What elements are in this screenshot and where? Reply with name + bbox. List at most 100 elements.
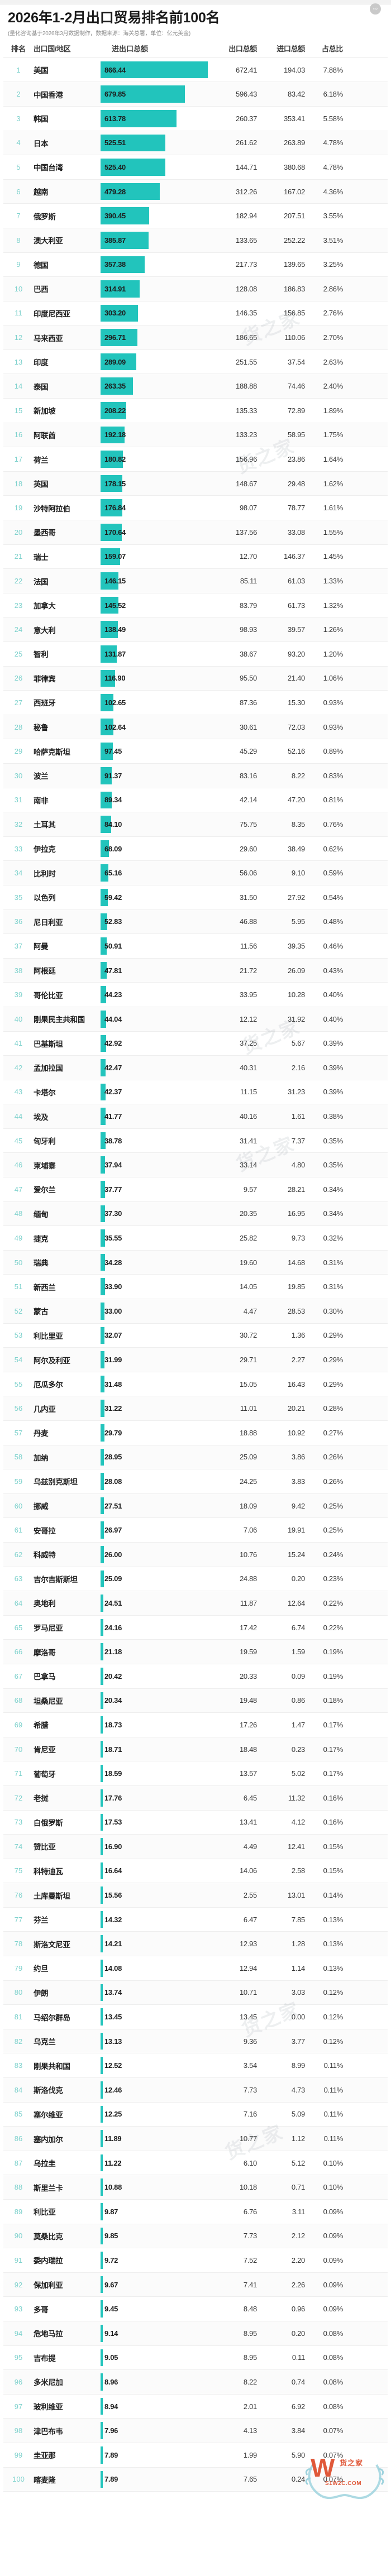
- cell-imports: 37.54: [287, 357, 305, 366]
- table-row: 78 斯洛文尼亚 14.21 12.93 1.28 0.13%: [3, 1932, 388, 1957]
- cell-rank: 49: [14, 1234, 23, 1243]
- cell-country: 阿曼: [34, 942, 49, 951]
- bar-fill: [101, 183, 160, 200]
- cell-rank: 88: [14, 2183, 23, 2192]
- cell-imports: 15.24: [287, 1550, 305, 1559]
- bar-fill: [101, 207, 149, 224]
- cell-total-bar: 31.99: [101, 1348, 209, 1372]
- cell-exports: 137.56: [236, 528, 257, 537]
- cell-total-bar: 146.15: [101, 569, 209, 593]
- bar-value-label: 59.42: [104, 893, 122, 902]
- cell-rank: 92: [14, 2280, 23, 2289]
- cell-imports: 10.28: [287, 990, 305, 999]
- cell-total-bar: 296.71: [101, 325, 209, 349]
- cell-rank: 70: [14, 1745, 23, 1754]
- cell-exports: 18.88: [239, 1428, 257, 1437]
- cell-rank: 39: [14, 990, 23, 999]
- cell-exports: 146.35: [236, 309, 257, 318]
- bar-value-label: 16.90: [104, 1842, 122, 1851]
- bar-value-label: 9.85: [104, 2232, 118, 2240]
- cell-exports: 29.60: [239, 844, 257, 853]
- cell-imports: 6.74: [291, 1623, 305, 1632]
- cell-country: 挪威: [34, 1502, 49, 1511]
- cell-imports: 7.37: [291, 1136, 305, 1145]
- cell-country: 圭亚那: [34, 2451, 56, 2460]
- bar-fill: [101, 1253, 105, 1271]
- cell-exports: 98.07: [239, 504, 257, 513]
- bar-fill: [101, 1351, 105, 1368]
- cell-rank: 38: [14, 966, 23, 975]
- cell-country: 印度: [34, 358, 49, 367]
- table-row: 9 德国 357.38 217.73 139.65 3.25%: [3, 253, 388, 277]
- cell-rank: 56: [14, 1404, 23, 1413]
- cell-exports: 46.88: [239, 917, 257, 926]
- cell-country: 斯洛文尼亚: [34, 1940, 70, 1949]
- cell-imports: 27.92: [287, 893, 305, 902]
- cell-exports: 19.60: [239, 1258, 257, 1267]
- cell-share: 0.23%: [323, 1574, 344, 1583]
- table-row: 94 危地马拉 9.14 8.95 0.20 0.08%: [3, 2321, 388, 2346]
- cell-exports: 188.88: [236, 382, 257, 391]
- bar-value-label: 35.55: [104, 1234, 122, 1243]
- cell-imports: 110.06: [284, 333, 305, 342]
- bar-fill: [101, 134, 166, 152]
- cell-total-bar: 131.87: [101, 642, 209, 666]
- table-row: 16 阿联酋 192.18 133.23 58.95 1.75%: [3, 423, 388, 448]
- cell-imports: 78.77: [287, 504, 305, 513]
- bar-fill: [101, 1692, 103, 1710]
- cell-exports: 12.70: [239, 552, 257, 561]
- cell-total-bar: 42.37: [101, 1080, 209, 1104]
- cell-exports: 95.50: [239, 674, 257, 683]
- cell-exports: 156.96: [236, 455, 257, 464]
- cell-total-bar: 8.94: [101, 2395, 209, 2419]
- cell-imports: 23.86: [287, 455, 305, 464]
- cell-total-bar: 13.74: [101, 1981, 209, 2005]
- cell-share: 0.17%: [323, 1745, 344, 1754]
- bar-value-label: 27.51: [104, 1501, 122, 1510]
- bar-fill: [101, 1278, 105, 1296]
- cell-share: 0.12%: [323, 2037, 344, 2046]
- table-row: 96 多米尼加 8.96 8.22 0.74 0.08%: [3, 2370, 388, 2395]
- cell-country: 以色列: [34, 894, 56, 903]
- share-icon[interactable]: ∾: [370, 3, 381, 15]
- cell-share: 4.36%: [323, 187, 344, 196]
- cell-rank: 58: [14, 1453, 23, 1462]
- cell-total-bar: 12.46: [101, 2078, 209, 2102]
- bar-fill: [101, 109, 177, 127]
- cell-exports: 17.26: [239, 1720, 257, 1729]
- cell-imports: 2.58: [291, 1866, 305, 1875]
- cell-total-bar: 18.71: [101, 1737, 209, 1761]
- cell-exports: 2.55: [243, 1891, 257, 1900]
- bar-value-label: 33.90: [104, 1282, 122, 1291]
- cell-exports: 18.09: [239, 1501, 257, 1510]
- cell-rank: 72: [14, 1793, 23, 1802]
- cell-imports: 2.27: [291, 1356, 305, 1364]
- bar-fill: [101, 1789, 103, 1807]
- table-row: 53 利比里亚 32.07 30.72 1.36 0.29%: [3, 1324, 388, 1348]
- cell-share: 1.75%: [323, 430, 344, 439]
- bar-fill: [101, 329, 137, 346]
- table-row: 6 越南 479.28 312.26 167.02 4.36%: [3, 179, 388, 204]
- bar-value-label: 50.91: [104, 941, 122, 950]
- cell-imports: 29.48: [287, 479, 305, 488]
- cell-share: 0.48%: [323, 917, 344, 926]
- cell-share: 3.55%: [323, 212, 344, 221]
- cell-country: 奥地利: [34, 1600, 56, 1608]
- cell-exports: 312.26: [236, 187, 257, 196]
- cell-rank: 90: [14, 2232, 23, 2240]
- cell-share: 0.40%: [323, 990, 344, 999]
- cell-imports: 1.61: [291, 1112, 305, 1121]
- cell-imports: 1.36: [291, 1331, 305, 1340]
- cell-rank: 53: [14, 1331, 23, 1340]
- cell-total-bar: 14.21: [101, 1932, 209, 1956]
- bar-value-label: 178.15: [104, 479, 126, 488]
- cell-total-bar: 26.97: [101, 1518, 209, 1542]
- cell-total-bar: 29.79: [101, 1421, 209, 1445]
- table-row: 4 日本 525.51 261.62 263.89 4.78%: [3, 131, 388, 156]
- cell-country: 土库曼斯坦: [34, 1892, 70, 1900]
- cell-exports: 19.59: [239, 1648, 257, 1656]
- cell-country: 马来西亚: [34, 334, 63, 343]
- cell-total-bar: 11.89: [101, 2127, 209, 2151]
- bar-fill: [101, 1132, 106, 1150]
- cell-country: 新加坡: [34, 407, 56, 416]
